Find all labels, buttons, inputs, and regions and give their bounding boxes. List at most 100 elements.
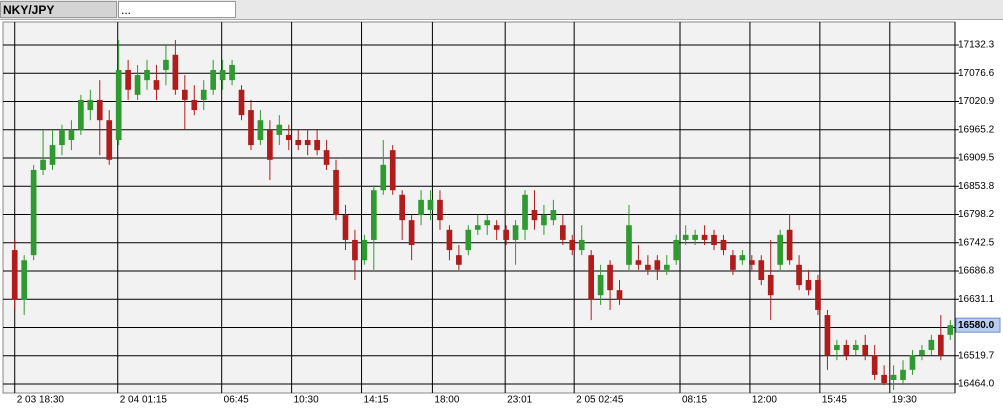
candle-body	[465, 229, 472, 251]
candle-body	[153, 80, 160, 90]
candle-body	[786, 229, 793, 261]
candle-body	[418, 199, 424, 216]
candle-body	[304, 140, 311, 146]
candle-body	[446, 229, 453, 251]
x-tick-label: 18:00	[434, 395, 459, 406]
candle-body	[805, 280, 812, 291]
candle-body	[125, 69, 131, 90]
y-tick-label: 16853.8	[958, 181, 995, 192]
y-tick-label: 17020.9	[958, 96, 995, 107]
tab-bar: NKY/JPY ...	[0, 0, 1003, 20]
candle-body	[106, 120, 113, 160]
x-tick-label: 23:01	[507, 395, 532, 406]
x-tick-label: 10:30	[294, 395, 319, 406]
candle-body	[163, 59, 169, 70]
y-tick-label: 16631.1	[958, 294, 995, 305]
candle-body	[607, 264, 613, 291]
candle-body	[834, 344, 840, 351]
x-tick-label: 14:15	[364, 395, 389, 406]
x-tick-label: 2 03 18:30	[17, 395, 65, 406]
candle-body	[474, 225, 481, 230]
candle-body	[361, 239, 368, 261]
candle-body	[890, 374, 897, 380]
candle-body	[87, 99, 94, 111]
y-tick-label: 17076.6	[958, 68, 995, 79]
y-tick-label: 17132.3	[958, 40, 995, 51]
candle-body	[238, 89, 245, 116]
candle-body	[682, 234, 689, 240]
candle-body	[824, 315, 831, 356]
candle-body	[493, 225, 500, 230]
candle-body	[881, 374, 887, 384]
candle-body	[134, 75, 141, 95]
candle-body	[937, 334, 944, 356]
candle-body	[569, 239, 576, 251]
candle-body	[909, 355, 916, 370]
candle-body	[333, 169, 339, 216]
candle-body	[928, 339, 935, 351]
candle-body	[748, 260, 755, 265]
tab[interactable]: NKY/JPY	[0, 1, 117, 18]
candle-body	[531, 210, 538, 221]
chart: 17132.3 17076.6 17020.9 16965.2 16909.5 16853…	[2, 21, 1001, 406]
candle-body	[285, 134, 292, 141]
candle-body	[172, 54, 179, 90]
candle-body	[673, 239, 680, 261]
candle-body	[276, 124, 283, 135]
y-tick-label: 16742.5	[958, 237, 995, 248]
candle-body	[49, 145, 56, 165]
y-tick-label: 16519.7	[958, 350, 995, 361]
candle-body	[30, 169, 37, 256]
candle-body	[559, 225, 566, 240]
candle-body	[701, 234, 708, 240]
candle-body	[815, 280, 821, 310]
candle-body	[181, 89, 188, 100]
y-tick-label: 16909.5	[958, 153, 995, 164]
candle-body	[597, 274, 604, 296]
y-tick-label: 16464.0	[958, 379, 995, 390]
candle-body	[720, 239, 727, 251]
candle-body	[862, 344, 869, 356]
candle-body	[144, 69, 150, 81]
candle-body	[78, 99, 84, 130]
candle-body	[59, 129, 65, 146]
candle-body	[323, 150, 330, 165]
candle-body	[314, 140, 320, 151]
candle-body	[389, 150, 396, 191]
y-tick-label: 16686.8	[958, 266, 995, 277]
candle-body	[229, 64, 235, 81]
candle-body	[200, 89, 207, 100]
candle-body	[11, 250, 18, 300]
candle-body	[352, 239, 358, 261]
candle-body	[692, 234, 698, 240]
candle-body	[191, 99, 198, 111]
candle-body	[512, 225, 519, 240]
candle-body	[437, 199, 443, 221]
candle-body	[578, 239, 585, 251]
candle-body	[711, 234, 717, 246]
x-tick-label: 06:45	[224, 395, 249, 406]
candle-body	[919, 350, 925, 356]
candle-body	[342, 215, 349, 240]
candle-body	[635, 260, 642, 265]
candle-body	[248, 110, 254, 146]
candle-body	[427, 199, 434, 211]
candle-body	[96, 99, 103, 121]
tab[interactable]: ...	[118, 1, 236, 18]
candle-body	[541, 215, 547, 226]
y-tick-label: 16965.2	[958, 124, 995, 135]
candle-body	[796, 264, 802, 286]
candle-body	[219, 69, 226, 81]
candle-body	[947, 325, 954, 335]
last-price-label: 16580.0	[958, 320, 995, 331]
candle-body	[370, 190, 377, 240]
candle-body	[21, 260, 28, 300]
candle-body	[758, 260, 765, 281]
x-tick-label: 15:45	[822, 395, 847, 406]
x-tick-label: 2 04 01:15	[120, 395, 168, 406]
candle-body	[399, 194, 406, 221]
candle-body	[115, 69, 122, 141]
candle-body	[588, 255, 595, 300]
candle-body	[730, 255, 736, 270]
last-price-box	[955, 317, 1001, 333]
